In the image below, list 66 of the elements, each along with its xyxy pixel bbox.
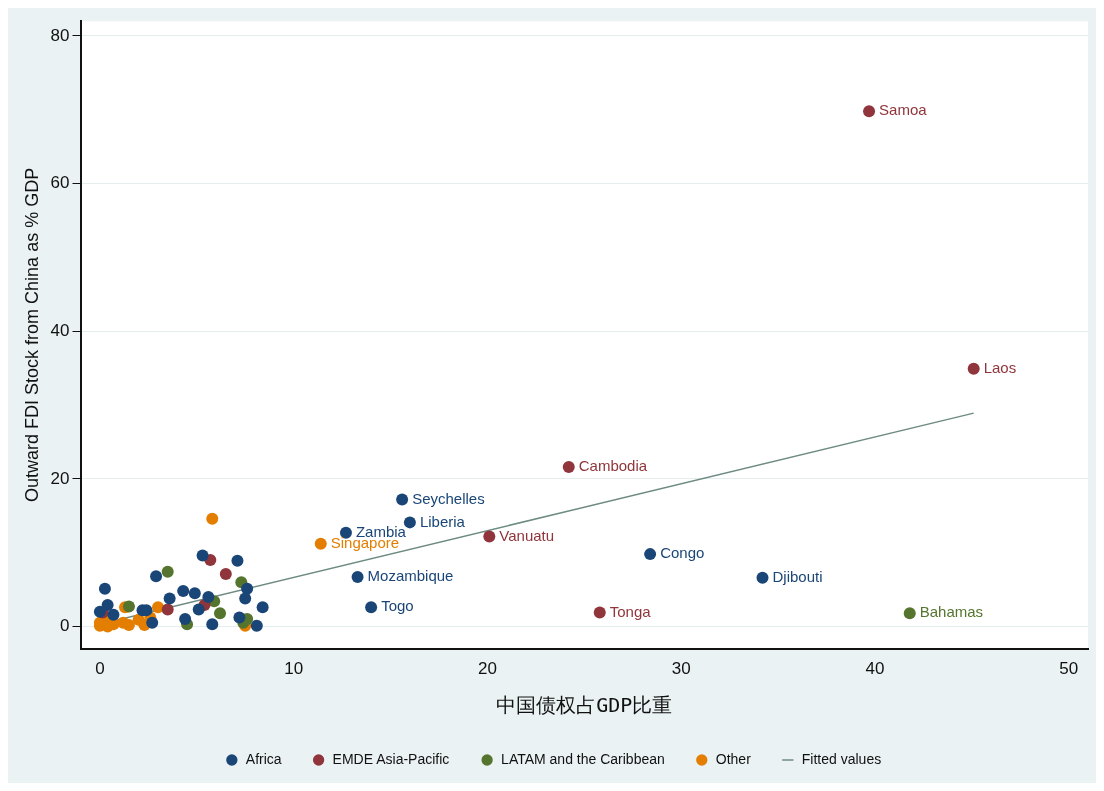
point (161, 603, 174, 616)
point (202, 590, 215, 603)
point (314, 537, 327, 550)
annotation: Tonga (609, 602, 652, 620)
y-tick-label: 0 (60, 616, 70, 636)
point (161, 565, 174, 578)
point (163, 592, 176, 605)
point (196, 549, 209, 562)
point (562, 461, 575, 474)
point (231, 554, 244, 567)
point (206, 618, 219, 631)
annotation: Seychelles (412, 489, 485, 507)
point (756, 571, 769, 584)
x-axis-title: 中国债权占GDP比重 (496, 693, 673, 718)
point (206, 512, 219, 525)
point (179, 613, 192, 626)
point (98, 582, 111, 595)
point (396, 493, 409, 506)
legend-label: Africa (245, 750, 282, 767)
point (967, 362, 980, 375)
y-tick-label: 20 (50, 468, 70, 488)
legend-label: Other (715, 750, 752, 767)
point (250, 619, 263, 632)
annotation: Bahamas (919, 603, 984, 621)
annotation: Congo (660, 544, 705, 562)
annotation: Laos (983, 358, 1017, 376)
annotation: Togo (381, 597, 414, 615)
point (351, 571, 364, 583)
x-tick-label: 20 (477, 659, 497, 679)
point (903, 607, 916, 620)
point (365, 601, 378, 614)
annotation: Samoa (879, 101, 928, 119)
annotation: Djibouti (772, 567, 823, 585)
point (644, 548, 657, 561)
legend-label: EMDE Asia-Pacific (332, 750, 450, 767)
point (483, 530, 496, 543)
point (146, 616, 159, 629)
annotation: Cambodia (578, 457, 648, 475)
legend-label: Fitted values (801, 750, 882, 767)
x-tick-label: 30 (671, 659, 691, 679)
point (150, 570, 163, 583)
legend-label: LATAM and the Caribbean (501, 750, 665, 767)
point (152, 601, 165, 614)
annotation: Mozambique (367, 567, 454, 585)
y-axis-title: Outward FDI Stock from China as % GDP (21, 167, 42, 502)
y-tick-label: 40 (50, 320, 70, 340)
point (219, 568, 232, 581)
annotation: Liberia (419, 512, 466, 530)
y-tick-label: 60 (50, 173, 70, 193)
point (863, 105, 876, 118)
x-tick-label: 10 (284, 659, 304, 679)
point (241, 582, 254, 595)
point (593, 606, 606, 619)
point (188, 587, 201, 600)
x-tick-label: 0 (95, 659, 105, 679)
x-tick-label: 40 (865, 659, 885, 679)
point (192, 603, 205, 616)
y-tick-label: 80 (50, 25, 70, 45)
point (214, 607, 227, 620)
point (256, 601, 269, 614)
point (233, 611, 246, 624)
point (177, 585, 190, 598)
point (101, 599, 114, 612)
point (107, 608, 120, 621)
x-tick-label: 50 (1059, 659, 1079, 679)
annotation: Vanuatu (499, 526, 555, 544)
